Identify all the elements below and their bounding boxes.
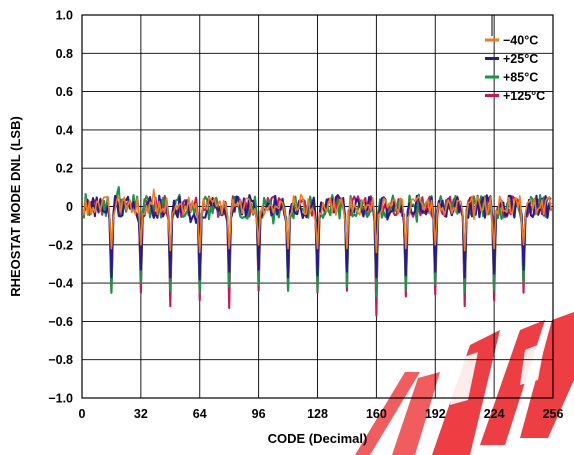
legend-label: +85°C <box>503 71 538 85</box>
y-tick-label: −0.4 <box>48 277 73 291</box>
x-tick-label: 256 <box>543 407 564 421</box>
y-axis-title: RHEOSTAT MODE DNL (LSB) <box>8 116 23 297</box>
watermark-logo <box>355 312 574 455</box>
y-tick-label: 0.6 <box>56 85 73 99</box>
legend-label: −40°C <box>503 34 538 48</box>
x-tick-label: 0 <box>79 407 86 421</box>
x-tick-label: 128 <box>307 407 328 421</box>
y-tick-label: −1.0 <box>48 392 73 406</box>
x-tick-label: 64 <box>193 407 207 421</box>
y-tick-label: 0 <box>66 200 73 214</box>
legend-label: +125°C <box>503 89 545 103</box>
y-tick-label: −0.8 <box>48 353 73 367</box>
x-tick-label: 32 <box>134 407 148 421</box>
y-tick-label: −0.6 <box>48 315 73 329</box>
x-tick-labels: 0 32 64 96 128 160 192 224 256 <box>79 407 564 421</box>
y-tick-label: 0.4 <box>56 123 73 137</box>
y-tick-label: −0.2 <box>48 238 73 252</box>
x-tick-label: 160 <box>366 407 387 421</box>
y-tick-labels: 1.0 0.8 0.6 0.4 0.2 0 −0.2 −0.4 −0.6 −0.8 −1.0 <box>48 9 73 406</box>
y-tick-label: 0.2 <box>56 162 73 176</box>
y-tick-label: 0.8 <box>56 47 73 61</box>
x-tick-label: 192 <box>425 407 446 421</box>
x-tick-label: 96 <box>252 407 266 421</box>
y-tick-label: 1.0 <box>56 9 73 23</box>
x-tick-label: 224 <box>484 407 505 421</box>
legend-label: +25°C <box>503 52 538 66</box>
x-axis-title: CODE (Decimal) <box>268 431 368 446</box>
